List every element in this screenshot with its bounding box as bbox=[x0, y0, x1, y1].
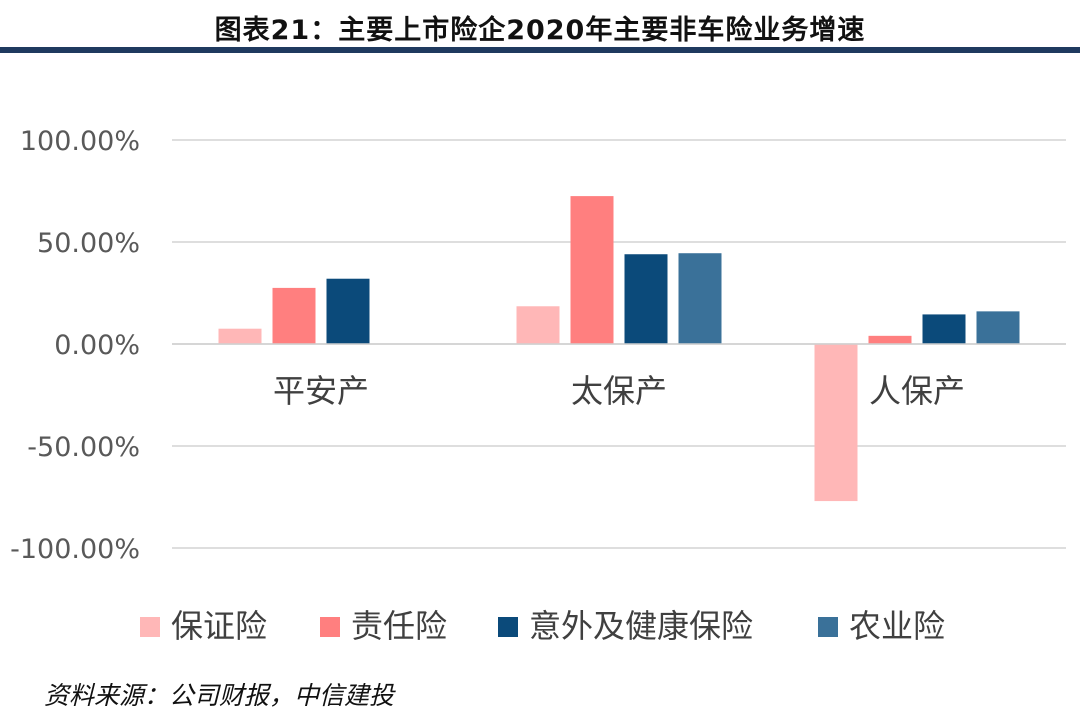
bar-1-3 bbox=[326, 278, 370, 344]
legend-swatch bbox=[498, 617, 518, 637]
bar-1-1 bbox=[218, 328, 262, 344]
y-tick-label: 100.00% bbox=[20, 126, 140, 157]
legend-label: 农业险 bbox=[849, 607, 945, 645]
legend-label: 责任险 bbox=[351, 607, 447, 645]
legend-swatch bbox=[320, 617, 340, 637]
bar-3-3 bbox=[922, 314, 966, 344]
y-axis-ticks: 100.00% 50.00% 0.00% -50.00% -100.00% bbox=[10, 126, 140, 565]
bar-2-4 bbox=[678, 253, 722, 344]
legend-label: 意外及健康保险 bbox=[529, 607, 753, 645]
bar-1-2 bbox=[272, 287, 316, 344]
y-tick-label: 0.00% bbox=[54, 330, 140, 361]
chart-title: 图表21：主要上市险企2020年主要非车险业务增速 bbox=[214, 15, 866, 46]
x-tick-label: 太保产 bbox=[571, 372, 667, 410]
bars bbox=[172, 196, 1066, 502]
bar-3-1 bbox=[814, 344, 858, 502]
legend: 保证险 责任险 意外及健康保险 农业险 bbox=[140, 607, 945, 645]
y-tick-label: 50.00% bbox=[37, 228, 140, 259]
bar-2-1 bbox=[516, 306, 560, 344]
bar-2-2 bbox=[570, 196, 614, 344]
bar-3-4 bbox=[976, 311, 1020, 344]
bar-2-3 bbox=[624, 254, 668, 344]
x-tick-label: 人保产 bbox=[869, 372, 965, 410]
x-tick-label: 平安产 bbox=[273, 372, 369, 410]
legend-label: 保证险 bbox=[171, 607, 267, 645]
title-rule bbox=[0, 47, 1080, 53]
x-axis-ticks: 平安产 太保产 人保产 bbox=[273, 372, 965, 410]
y-tick-label: -50.00% bbox=[27, 432, 140, 463]
source-note: 资料来源：公司财报，中信建投 bbox=[44, 681, 395, 710]
y-tick-label: -100.00% bbox=[10, 534, 140, 565]
legend-swatch bbox=[140, 617, 160, 637]
bar-3-2 bbox=[868, 335, 912, 344]
legend-swatch bbox=[818, 617, 838, 637]
